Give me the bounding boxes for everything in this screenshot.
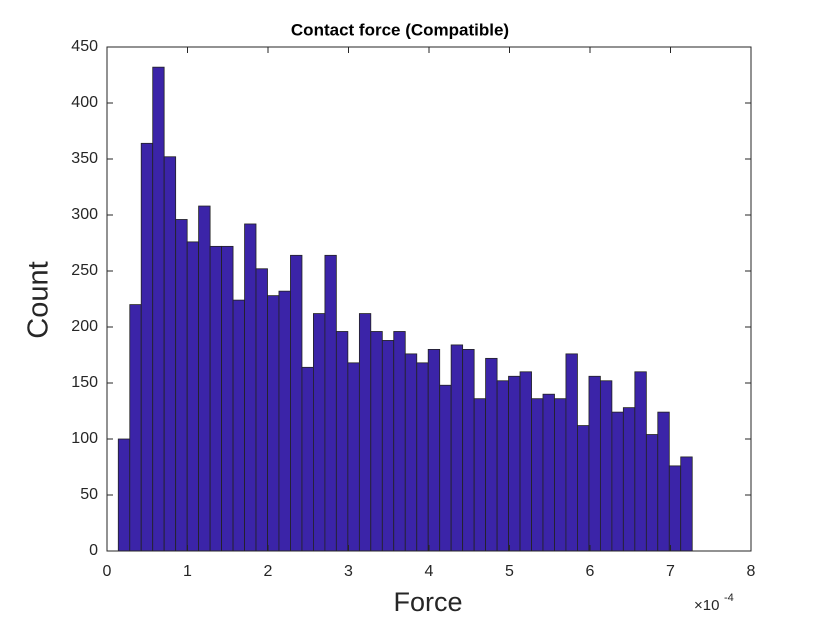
bar — [267, 295, 280, 552]
bar — [645, 434, 659, 552]
chart-title: Contact force (Compatible) — [291, 20, 509, 39]
bar — [565, 353, 578, 552]
x-tick-label: 5 — [505, 563, 514, 580]
bar — [163, 156, 177, 552]
bar — [186, 241, 200, 552]
x-multiplier-base: ×10 — [694, 597, 719, 614]
x-axis-label: Force — [393, 587, 462, 617]
bar — [622, 407, 636, 552]
bar — [347, 362, 360, 552]
bar — [680, 456, 693, 552]
y-axis-label: Count — [23, 261, 55, 338]
x-tick-label: 1 — [183, 563, 192, 580]
x-tick-label: 4 — [425, 563, 434, 580]
bar — [657, 411, 670, 552]
y-tick-label: 100 — [71, 430, 98, 447]
bar — [404, 353, 418, 552]
bar — [588, 375, 601, 552]
bar — [611, 411, 624, 552]
bar — [324, 254, 337, 552]
bar — [531, 398, 544, 552]
x-tick-label: 0 — [103, 563, 112, 580]
bar — [358, 313, 372, 552]
bar — [554, 398, 567, 552]
y-tick-label: 400 — [71, 94, 98, 111]
y-tick-label: 450 — [71, 38, 98, 55]
bar — [634, 371, 647, 552]
bar — [244, 223, 257, 552]
bar — [290, 254, 303, 552]
x-tick-label: 8 — [747, 563, 756, 580]
bar — [140, 142, 154, 552]
bar — [232, 299, 245, 552]
bar — [117, 438, 131, 552]
x-tick-label: 2 — [264, 563, 273, 580]
bar — [508, 375, 521, 552]
bar — [175, 219, 188, 552]
bar — [152, 66, 165, 552]
y-tick-label: 50 — [80, 486, 98, 503]
y-tick-label: 150 — [71, 374, 98, 391]
bar — [278, 290, 291, 552]
bar — [255, 268, 268, 552]
bar — [439, 384, 452, 552]
bar — [496, 380, 509, 552]
bar — [129, 304, 142, 552]
bar — [209, 245, 222, 552]
bar — [577, 425, 590, 552]
y-tick-label: 200 — [71, 318, 98, 335]
x-tick-label: 3 — [344, 563, 353, 580]
bar — [668, 465, 682, 552]
bar — [542, 393, 555, 552]
bar — [221, 245, 234, 552]
bar — [519, 371, 532, 552]
x-tick-label: 6 — [586, 563, 595, 580]
bar — [301, 366, 314, 552]
y-tick-label: 0 — [89, 542, 98, 559]
bar — [416, 362, 429, 552]
bar — [381, 340, 395, 552]
x-tick-label: 7 — [666, 563, 675, 580]
y-tick-label: 300 — [71, 206, 98, 223]
bar — [427, 348, 441, 552]
y-tick-label: 250 — [71, 262, 98, 279]
bar — [393, 331, 406, 552]
bar — [473, 398, 486, 552]
bar — [335, 331, 349, 552]
bar — [462, 348, 475, 552]
x-multiplier-exponent: -4 — [724, 592, 734, 604]
bar — [450, 344, 464, 552]
bar — [599, 380, 613, 552]
bar — [313, 313, 326, 552]
y-tick-label: 350 — [71, 150, 98, 167]
bar — [370, 331, 383, 552]
bar — [485, 357, 498, 552]
bar — [198, 205, 211, 552]
